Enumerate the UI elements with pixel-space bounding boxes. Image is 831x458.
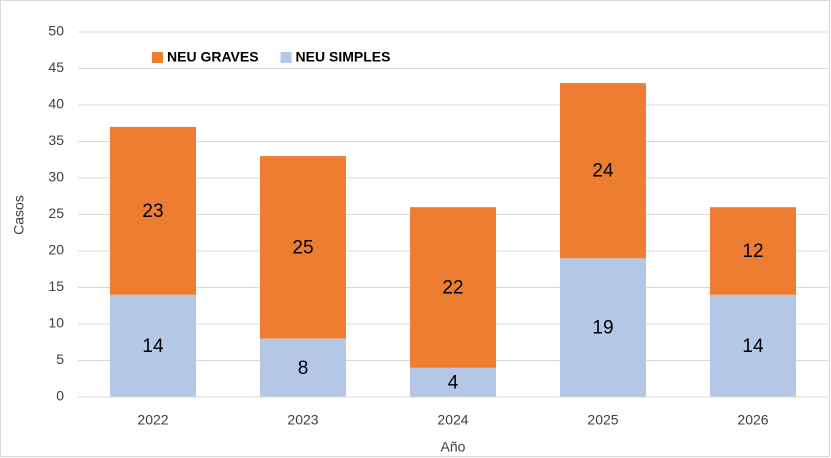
- y-tick-label: 45: [48, 59, 64, 75]
- y-tick-label: 35: [48, 132, 64, 148]
- data-label: 24: [592, 161, 614, 182]
- data-label: 14: [142, 336, 164, 357]
- legend-swatch: [280, 52, 292, 63]
- legend-label: NEU SIMPLES: [296, 49, 391, 65]
- y-tick-label: 20: [48, 242, 64, 258]
- bar-segment: [560, 258, 646, 397]
- x-tick-label: 2023: [287, 412, 318, 428]
- bar-segment: [110, 294, 196, 397]
- bar-segment: [710, 207, 796, 295]
- y-tick-label: 30: [48, 169, 64, 185]
- y-tick-label: 10: [48, 315, 64, 331]
- data-label: 14: [742, 336, 764, 357]
- data-label: 19: [592, 318, 613, 339]
- data-label: 22: [442, 278, 463, 299]
- data-label: 23: [142, 201, 163, 222]
- y-axis-label: Casos: [11, 195, 27, 235]
- x-axis-label: Año: [441, 439, 466, 455]
- bar-segment: [110, 126, 196, 295]
- legend-label: NEU GRAVES: [167, 49, 259, 65]
- data-label: 12: [742, 241, 763, 262]
- y-tick-label: 40: [48, 96, 64, 112]
- legend-swatch: [152, 52, 163, 63]
- y-tick-label: 15: [48, 278, 64, 294]
- y-tick-label: 50: [48, 23, 64, 39]
- y-tick-label: 5: [56, 351, 64, 367]
- bar-segment: [560, 83, 646, 259]
- data-label: 25: [292, 237, 313, 258]
- bar-segment: [410, 207, 496, 368]
- bar-segment: [410, 367, 496, 397]
- y-tick-label: 0: [56, 388, 64, 404]
- data-label: 8: [298, 358, 309, 379]
- data-label: 4: [448, 372, 459, 393]
- y-tick-label: 25: [48, 205, 64, 221]
- x-tick-label: 2026: [737, 412, 768, 428]
- x-tick-label: 2025: [587, 412, 618, 428]
- x-tick-label: 2022: [137, 412, 168, 428]
- x-tick-label: 2024: [437, 412, 468, 428]
- bar-segment: [260, 338, 346, 397]
- bar-segment: [260, 156, 346, 339]
- bar-segment: [710, 294, 796, 397]
